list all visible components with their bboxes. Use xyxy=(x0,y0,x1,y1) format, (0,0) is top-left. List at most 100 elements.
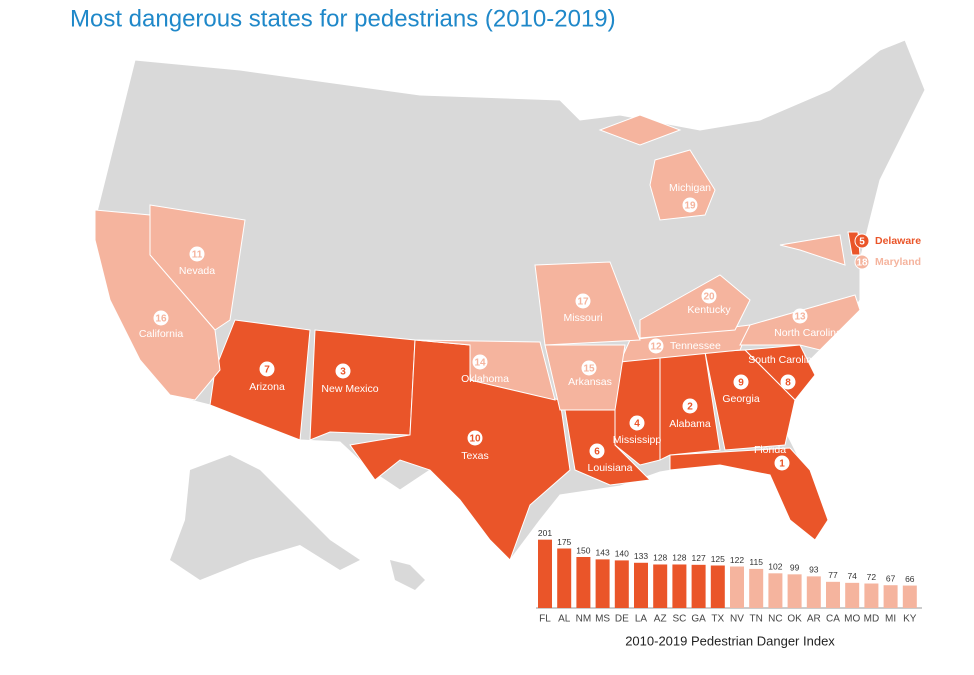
state-name: New Mexico xyxy=(321,383,378,395)
category-label: NV xyxy=(730,614,744,625)
value-label: 66 xyxy=(905,574,915,584)
state-shape xyxy=(779,234,846,266)
value-label: 93 xyxy=(809,565,819,575)
state-name: Texas xyxy=(461,450,488,462)
bar xyxy=(902,585,917,608)
state-shape xyxy=(639,274,751,339)
state-shape xyxy=(94,209,221,401)
title: Most dangerous states for pedestrians (2… xyxy=(70,5,616,32)
rank-number: 7 xyxy=(264,365,270,376)
category-label: AR xyxy=(807,614,821,625)
state-name: Georgia xyxy=(722,393,760,405)
value-label: 143 xyxy=(596,548,610,558)
value-label: 127 xyxy=(692,553,706,563)
bar xyxy=(634,562,648,608)
bar xyxy=(883,585,898,608)
rank-number: 19 xyxy=(684,201,696,212)
value-label: 128 xyxy=(672,553,686,563)
category-label: KY xyxy=(903,614,917,625)
rank-badge xyxy=(629,415,645,431)
rank-number: 11 xyxy=(192,250,203,261)
category-label: AL xyxy=(558,614,571,625)
rank-badge xyxy=(259,361,275,377)
bar xyxy=(538,539,552,608)
state-name: South Carolina xyxy=(748,354,818,366)
bar xyxy=(653,564,668,608)
value-label: 74 xyxy=(847,571,857,581)
rank-number: 2 xyxy=(687,402,693,413)
category-label: NC xyxy=(768,614,782,625)
state-name: Delaware xyxy=(875,235,921,247)
bar xyxy=(730,566,744,608)
category-label: LA xyxy=(635,614,648,625)
value-label: 133 xyxy=(634,551,648,561)
rank-badge xyxy=(854,254,870,270)
x-axis-label: 2010-2019 Pedestrian Danger Index xyxy=(625,633,835,648)
state-name: Michigan xyxy=(669,182,711,194)
state-shape xyxy=(544,344,626,411)
bar xyxy=(557,548,572,608)
state-name: Arkansas xyxy=(568,376,612,388)
bar xyxy=(749,568,764,608)
rank-number: 9 xyxy=(738,378,744,389)
rank-badge xyxy=(467,430,483,446)
rank-badge xyxy=(774,455,790,471)
rank-number: 15 xyxy=(583,364,595,375)
state-name: Missouri xyxy=(563,312,602,324)
category-label: SC xyxy=(672,614,686,625)
rank-badge xyxy=(682,197,698,213)
category-label: CA xyxy=(826,614,840,625)
rank-number: 10 xyxy=(469,434,481,445)
value-label: 115 xyxy=(749,557,763,567)
rank-number: 3 xyxy=(340,367,346,378)
state-name: Kentucky xyxy=(687,304,731,316)
category-label: FL xyxy=(539,614,551,625)
state-shape xyxy=(614,354,661,466)
rank-number: 5 xyxy=(859,237,865,248)
state-name: Maryland xyxy=(875,256,921,268)
value-label: 140 xyxy=(615,549,629,559)
hawaii xyxy=(390,560,425,590)
value-label: 72 xyxy=(867,572,877,582)
state-name: Louisiana xyxy=(588,462,633,474)
rank-number: 20 xyxy=(703,292,715,303)
rank-badge xyxy=(682,398,698,414)
state-shape xyxy=(669,447,829,541)
bar xyxy=(691,564,706,608)
rank-number: 1 xyxy=(779,459,785,470)
bar xyxy=(806,576,821,608)
state-name: Tennessee xyxy=(670,340,721,352)
value-label: 125 xyxy=(711,554,725,564)
bar xyxy=(787,574,802,608)
category-label: AZ xyxy=(654,614,667,625)
rank-badge xyxy=(575,293,591,309)
rank-badge xyxy=(733,374,749,390)
category-label: MI xyxy=(885,614,896,625)
state-name: Mississipp xyxy=(613,434,662,446)
rank-number: 8 xyxy=(785,378,791,389)
category-label: TN xyxy=(750,614,763,625)
category-label: MS xyxy=(595,614,610,625)
category-label: TX xyxy=(711,614,724,625)
state-shape xyxy=(649,149,716,221)
rank-number: 18 xyxy=(856,258,868,269)
category-label: GA xyxy=(691,614,706,625)
state-name: North Carolina xyxy=(774,327,842,339)
category-label: MD xyxy=(864,614,880,625)
rank-badge xyxy=(581,360,597,376)
rank-number: 4 xyxy=(634,419,640,430)
value-label: 102 xyxy=(768,562,782,572)
rank-number: 16 xyxy=(155,314,167,325)
state-name: Florida xyxy=(754,444,786,456)
state-name: Oklahoma xyxy=(461,373,509,385)
alaska xyxy=(170,455,360,580)
category-label: OK xyxy=(787,614,802,625)
bar xyxy=(864,583,879,608)
bar xyxy=(672,564,687,608)
value-label: 122 xyxy=(730,555,744,565)
value-label: 150 xyxy=(576,545,590,555)
value-label: 128 xyxy=(653,553,667,563)
state-name: California xyxy=(139,328,184,340)
rank-badge xyxy=(153,310,169,326)
